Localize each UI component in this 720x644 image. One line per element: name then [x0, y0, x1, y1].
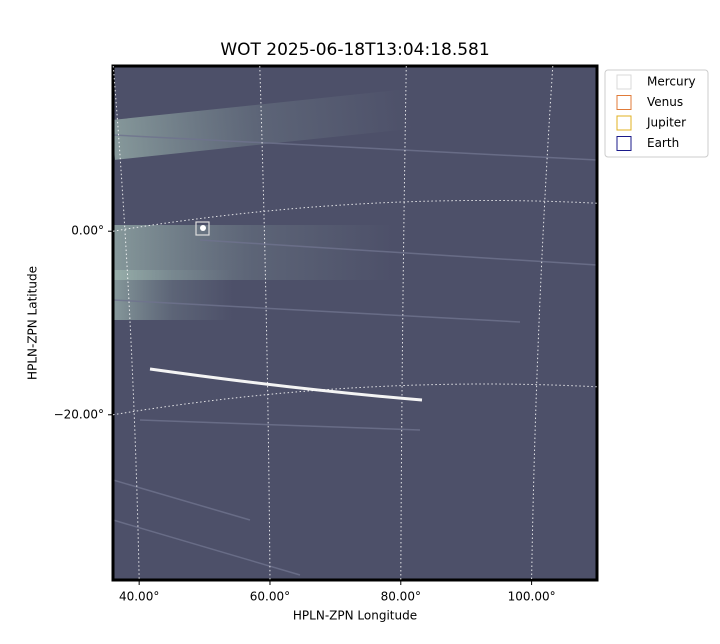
x-tick-label: 80.00° [381, 590, 421, 604]
legend-label: Venus [647, 95, 683, 109]
legend-label: Mercury [647, 75, 696, 89]
legend: Mercury Venus Jupiter Earth [604, 69, 709, 158]
y-tick-label: 0.00° [71, 224, 104, 238]
grid-line [400, 65, 407, 581]
x-tick-label: 100.00° [508, 590, 556, 604]
y-axis-label: HPLN-ZPN Latitude [26, 266, 40, 380]
image [113, 66, 597, 580]
y-tick-label: −20.00° [54, 407, 104, 421]
legend-swatch [616, 74, 632, 90]
x-tick-label: 60.00° [250, 590, 290, 604]
legend-swatch [616, 136, 632, 151]
axes-frame [111, 64, 599, 582]
chart-title: WOT 2025-06-18T13:04:18.581 [220, 40, 489, 60]
legend-label: Earth [647, 136, 679, 150]
legend-swatch [616, 115, 632, 131]
x-axis-label: HPLN-ZPN Longitude [293, 609, 417, 623]
legend-swatch [616, 95, 632, 110]
grid-line [531, 65, 554, 581]
grid-line [259, 65, 271, 581]
legend-label: Jupiter [646, 116, 686, 130]
x-tick-label: 40.00° [119, 590, 159, 604]
